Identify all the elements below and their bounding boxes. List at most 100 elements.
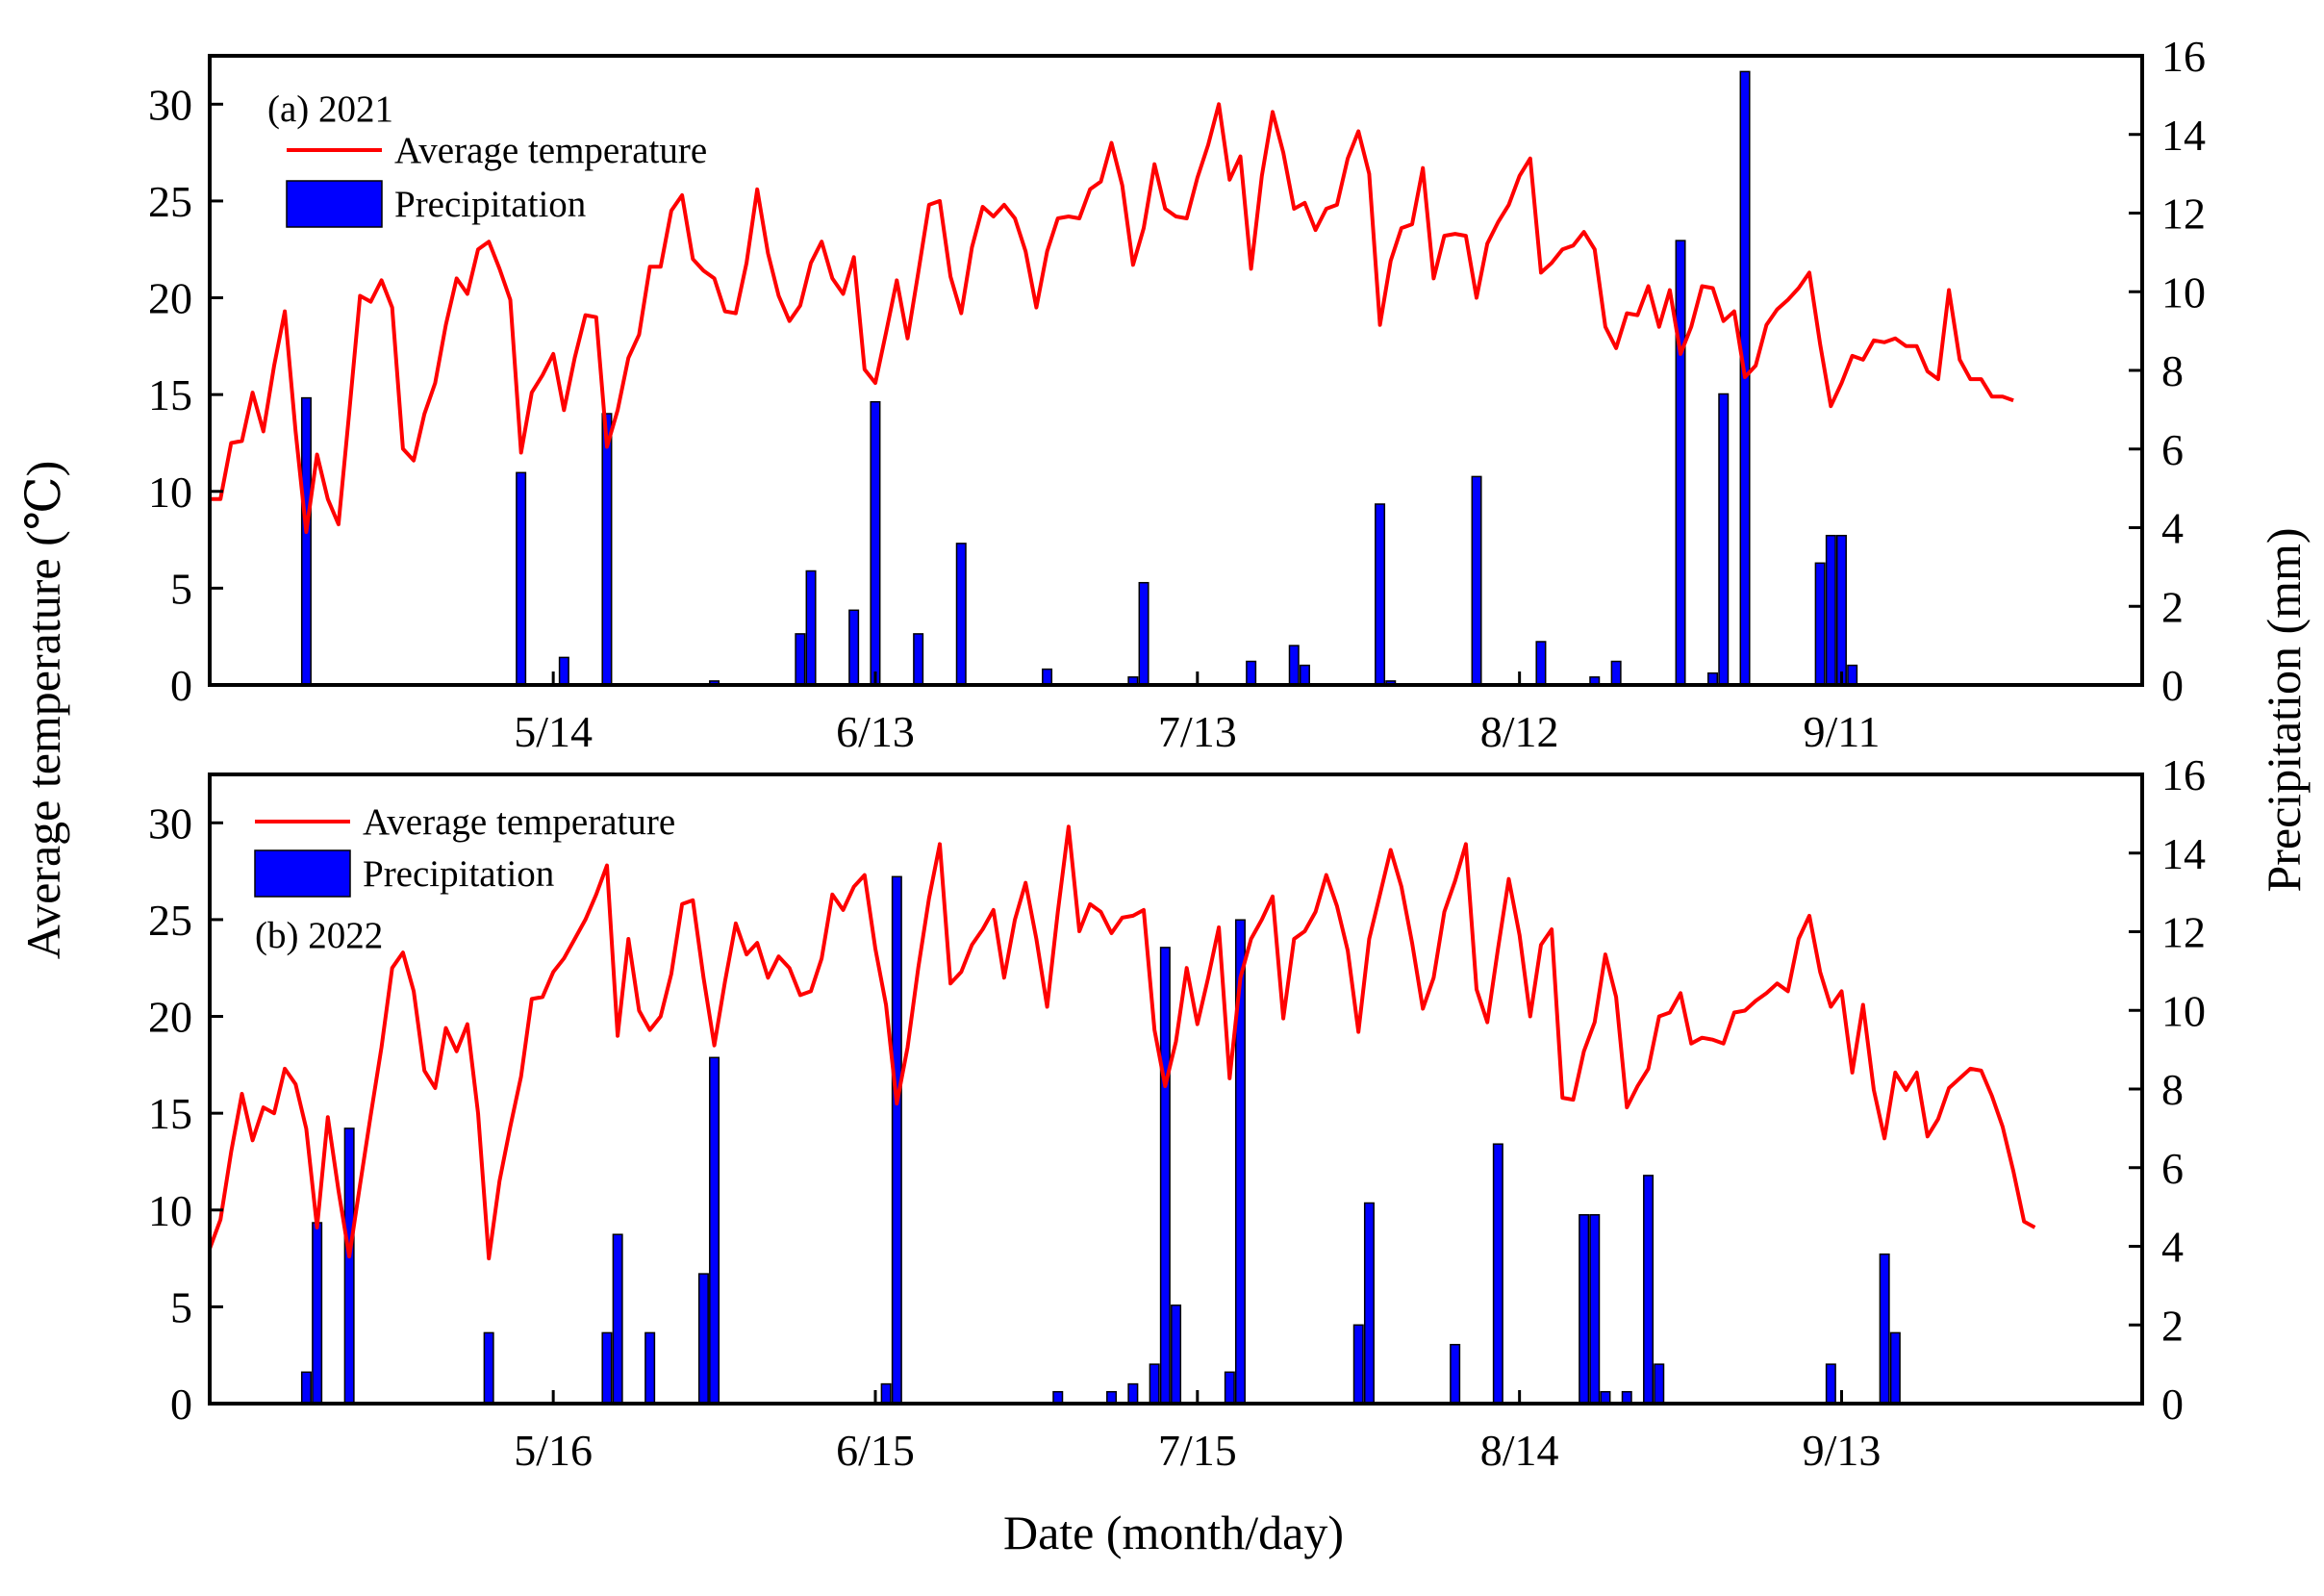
precipitation-bar xyxy=(1138,581,1149,686)
precipitation-bar xyxy=(1589,1214,1601,1405)
y-left-tick-label: 10 xyxy=(148,1186,192,1235)
y-right-tick-label: 14 xyxy=(2161,829,2206,878)
y-left-tick-label: 5 xyxy=(170,1282,192,1331)
x-tick-label: 5/16 xyxy=(514,1426,593,1475)
legend: Average temperature Precipitation xyxy=(254,801,675,898)
precipitation-bars xyxy=(300,875,1901,1405)
precipitation-bar xyxy=(1363,1202,1375,1405)
y-left-tick-label: 15 xyxy=(148,1089,192,1138)
precipitation-bar xyxy=(1352,1324,1364,1405)
precipitation-bar xyxy=(1889,1331,1901,1405)
precipitation-bar xyxy=(697,1273,709,1405)
x-tick-label: 9/11 xyxy=(1803,707,1880,756)
precipitation-bar xyxy=(709,1056,720,1405)
precipitation-bar xyxy=(805,570,817,686)
y-right-tick-label: 12 xyxy=(2161,908,2206,957)
y-left-tick-label: 10 xyxy=(148,468,192,517)
y-right-tick-label: 6 xyxy=(2161,425,2184,474)
y-left-tick-label: 5 xyxy=(170,564,192,613)
panel-label: (b) 2022 xyxy=(255,915,383,956)
y-left-tick-label: 20 xyxy=(148,993,192,1042)
precipitation-bar xyxy=(1835,534,1847,686)
precipitation-bar xyxy=(1610,660,1622,686)
y-left-tick-label: 15 xyxy=(148,370,192,419)
y-right-tick-label: 4 xyxy=(2161,504,2184,553)
precipitation-bar xyxy=(1643,1175,1655,1405)
y-right-tick-label: 12 xyxy=(2161,190,2206,239)
precipitation-bar xyxy=(612,1233,623,1405)
precipitation-bar xyxy=(848,609,860,686)
precipitation-bar xyxy=(913,633,924,686)
precipitation-bar xyxy=(1450,1343,1461,1405)
legend-line-label: Average temperature xyxy=(363,801,675,843)
precipitation-bar xyxy=(300,1371,312,1405)
y-right-tick-label: 2 xyxy=(2161,582,2184,631)
x-tick-label: 9/13 xyxy=(1803,1426,1882,1475)
y-left-tick-label: 25 xyxy=(148,896,192,945)
panel-2021: 0 5 10 15 20 25 30 0 2 4 6 8 10 12 14 16 5/14 6/13 7/13 8/1… xyxy=(148,32,2206,756)
precipitation-bar xyxy=(891,875,902,1405)
legend-line-label: Average temperature xyxy=(394,130,707,171)
precipitation-bar xyxy=(1471,475,1482,686)
precipitation-bar xyxy=(1149,1363,1160,1405)
precipitation-bar xyxy=(880,1382,892,1405)
precipitation-bar xyxy=(516,471,527,686)
precipitation-bar xyxy=(1224,1371,1235,1405)
precipitation-bar xyxy=(795,633,806,686)
x-tick-label: 8/14 xyxy=(1480,1426,1559,1475)
y-axis-left-title: Average temperature (℃) xyxy=(16,461,70,960)
temperature-line xyxy=(208,824,2036,1261)
x-tick-label: 6/15 xyxy=(836,1426,915,1475)
precipitation-bar xyxy=(644,1331,656,1405)
y-left-tick-label: 25 xyxy=(148,177,192,226)
x-tick-label: 7/13 xyxy=(1158,707,1237,756)
precipitation-bar xyxy=(1675,240,1686,686)
precipitation-bar xyxy=(558,656,569,686)
y-right-tick-label: 2 xyxy=(2161,1301,2184,1350)
panel-2022: 0 5 10 15 20 25 30 0 2 4 6 8 10 12 14 16 5/16 6/15 7/15 8/1… xyxy=(148,750,2206,1475)
precipitation-bar xyxy=(1654,1363,1665,1405)
y-right-tick-label: 8 xyxy=(2161,346,2184,395)
legend: Average temperature Precipitation xyxy=(286,130,707,228)
x-tick-label: 6/13 xyxy=(836,707,915,756)
precipitation-bar xyxy=(1492,1143,1503,1405)
y-right-tick-label: 0 xyxy=(2161,1380,2184,1429)
y-right-tick-label: 6 xyxy=(2161,1144,2184,1193)
precipitation-bar xyxy=(300,396,312,686)
y-right-tick-label: 10 xyxy=(2161,986,2206,1035)
precipitation-bar xyxy=(1879,1253,1890,1405)
precipitation-bar xyxy=(870,400,881,686)
precipitation-bar xyxy=(483,1331,494,1405)
precipitation-bar xyxy=(312,1222,323,1405)
x-tick-label: 8/12 xyxy=(1480,707,1559,756)
precipitation-bar xyxy=(1299,664,1310,686)
y-axis-right-title: Precipitation (mm) xyxy=(2257,527,2311,892)
precipitation-bar xyxy=(1718,393,1730,686)
legend-bar-swatch xyxy=(286,180,383,228)
precipitation-bar xyxy=(1825,534,1836,686)
precipitation-bar xyxy=(1579,1214,1590,1405)
precipitation-bar xyxy=(1159,947,1171,1405)
precipitation-bar xyxy=(1171,1305,1182,1405)
y-right-tick-label: 16 xyxy=(2161,750,2206,799)
precipitation-bar xyxy=(1127,1382,1139,1405)
precipitation-bar xyxy=(1288,645,1300,686)
legend-bar-label: Precipitation xyxy=(394,184,586,225)
y-right-tick-label: 16 xyxy=(2161,32,2206,81)
precipitation-bar xyxy=(1814,562,1826,686)
y-right-tick-label: 8 xyxy=(2161,1065,2184,1114)
y-left-tick-label: 20 xyxy=(148,274,192,323)
precipitation-bar xyxy=(955,543,967,686)
precipitation-bar xyxy=(343,1127,355,1405)
precipitation-bar xyxy=(1825,1363,1836,1405)
legend-bar-swatch xyxy=(254,849,351,898)
y-left-tick-label: 0 xyxy=(170,1380,192,1429)
y-right-tick-label: 4 xyxy=(2161,1223,2184,1272)
precipitation-bar xyxy=(1042,668,1053,686)
precipitation-bar xyxy=(601,1331,613,1405)
temperature-line xyxy=(210,102,2014,534)
y-right-tick-label: 10 xyxy=(2161,267,2206,317)
precipitation-bar xyxy=(1246,660,1257,686)
legend-bar-label: Precipitation xyxy=(363,853,554,895)
